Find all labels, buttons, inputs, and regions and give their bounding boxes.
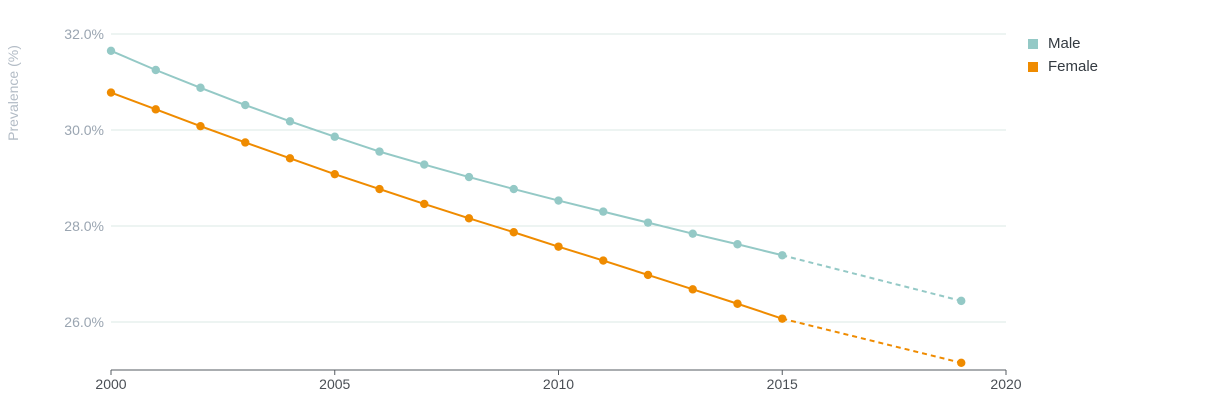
data-point-female[interactable]: [151, 105, 160, 114]
data-point-female[interactable]: [241, 138, 250, 147]
series-layer: [106, 46, 966, 367]
data-point-female[interactable]: [733, 299, 742, 308]
legend-swatch-male: [1028, 38, 1038, 49]
data-point-female[interactable]: [330, 169, 339, 179]
data-point-female[interactable]: [464, 214, 474, 223]
legend-swatch-female: [1028, 61, 1038, 72]
data-point-male[interactable]: [643, 218, 653, 227]
data-point-female[interactable]: [643, 270, 653, 280]
data-point-male[interactable]: [599, 207, 608, 216]
data-point-female[interactable]: [599, 256, 608, 265]
y-axis-ticks: 26.0% 28.0% 30.0% 32.0%: [64, 26, 104, 330]
data-point-female[interactable]: [957, 358, 966, 367]
gridlines: [111, 33, 1006, 323]
y-tick-label: 32.0%: [64, 26, 104, 42]
x-tick-label: 2000: [95, 376, 126, 392]
data-point-female[interactable]: [196, 121, 205, 131]
series-line-male: [110, 49, 783, 257]
legend-item-female: Female: [1028, 55, 1098, 78]
data-point-male[interactable]: [509, 184, 518, 194]
data-point-female[interactable]: [420, 199, 429, 209]
series-line-female: [110, 91, 783, 320]
x-tick-label: 2010: [543, 376, 574, 392]
data-point-male[interactable]: [554, 196, 563, 205]
x-axis-ticks: 2000 2005 2010 2015 2020: [95, 370, 1022, 392]
data-point-female[interactable]: [375, 184, 384, 194]
data-point-male[interactable]: [106, 46, 116, 55]
data-point-male[interactable]: [957, 296, 966, 306]
data-point-female[interactable]: [688, 285, 697, 294]
data-point-female[interactable]: [509, 228, 518, 237]
data-point-male[interactable]: [330, 132, 339, 141]
y-tick-label: 30.0%: [64, 122, 104, 138]
data-point-female[interactable]: [285, 154, 295, 163]
data-point-male[interactable]: [241, 100, 250, 110]
y-tick-label: 26.0%: [64, 314, 104, 330]
data-point-female[interactable]: [106, 88, 116, 97]
data-point-female[interactable]: [554, 242, 563, 251]
data-point-male[interactable]: [464, 172, 474, 182]
data-point-male[interactable]: [196, 83, 205, 92]
data-point-male[interactable]: [375, 147, 384, 156]
x-tick-label: 2005: [319, 376, 350, 392]
data-point-female[interactable]: [778, 314, 787, 323]
legend: Male Female: [1028, 32, 1098, 78]
data-point-male[interactable]: [733, 240, 742, 249]
data-point-male[interactable]: [778, 251, 787, 260]
x-tick-label: 2020: [990, 376, 1021, 392]
legend-item-male: Male: [1028, 32, 1098, 55]
data-point-male[interactable]: [688, 229, 697, 238]
series-projection-male: [782, 254, 962, 302]
x-tick-label: 2015: [767, 376, 798, 392]
y-tick-label: 28.0%: [64, 218, 104, 234]
legend-label-female: Female: [1048, 58, 1099, 75]
legend-label-male: Male: [1048, 35, 1081, 52]
data-point-male[interactable]: [420, 160, 429, 169]
y-axis-label: Prevalence (%): [5, 45, 21, 141]
series-projection-female: [782, 317, 962, 364]
data-point-male[interactable]: [285, 117, 295, 126]
data-point-male[interactable]: [151, 65, 160, 75]
